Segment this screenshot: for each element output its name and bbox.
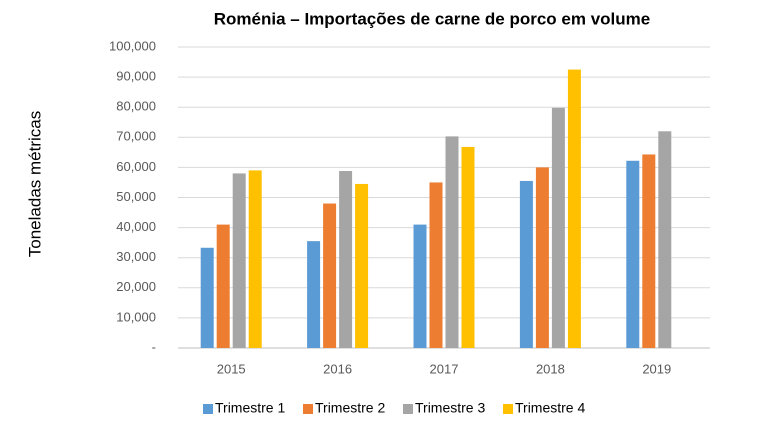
- bar: [200, 247, 214, 348]
- bar: [642, 154, 656, 348]
- bar: [429, 182, 443, 348]
- bar: [519, 180, 533, 348]
- legend-swatch: [303, 404, 313, 414]
- legend-label: Trimestre 4: [515, 400, 585, 416]
- y-tick-label: 50,000: [116, 189, 156, 204]
- bar: [307, 241, 321, 348]
- bar: [413, 224, 427, 348]
- bar: [355, 183, 369, 348]
- bar: [323, 203, 337, 348]
- y-tick-label: 40,000: [116, 219, 156, 234]
- y-tick-label: 80,000: [116, 99, 156, 114]
- bar: [445, 136, 459, 348]
- bar: [658, 131, 672, 348]
- x-tick-label: 2017: [430, 361, 459, 376]
- y-tick-label: 20,000: [116, 279, 156, 294]
- y-tick-label: 90,000: [116, 69, 156, 84]
- bar: [551, 107, 565, 348]
- x-tick-label: 2015: [217, 361, 246, 376]
- y-tick-label: 30,000: [116, 249, 156, 264]
- x-tick-label: 2018: [536, 361, 565, 376]
- bar: [339, 171, 353, 348]
- chart-title: Roménia – Importações de carne de porco …: [214, 9, 650, 28]
- legend-label: Trimestre 1: [215, 400, 285, 416]
- y-tick-label: -: [152, 339, 156, 354]
- bar: [567, 69, 581, 348]
- bar: [248, 170, 262, 348]
- y-tick-label: 10,000: [116, 309, 156, 324]
- bar: [232, 173, 246, 348]
- bar: [461, 146, 475, 348]
- x-tick-label: 2016: [323, 361, 352, 376]
- legend-label: Trimestre 3: [415, 400, 485, 416]
- bar: [626, 160, 640, 348]
- legend-label: Trimestre 2: [315, 400, 385, 416]
- legend-swatch: [403, 404, 413, 414]
- y-tick-label: 70,000: [116, 129, 156, 144]
- y-tick-label: 60,000: [116, 159, 156, 174]
- y-tick-label: 100,000: [109, 38, 156, 53]
- x-tick-label: 2019: [642, 361, 671, 376]
- bar: [216, 224, 230, 348]
- y-axis-label: Toneladas métricas: [25, 111, 44, 257]
- bar: [535, 167, 549, 348]
- legend-swatch: [503, 404, 513, 414]
- legend-swatch: [203, 404, 213, 414]
